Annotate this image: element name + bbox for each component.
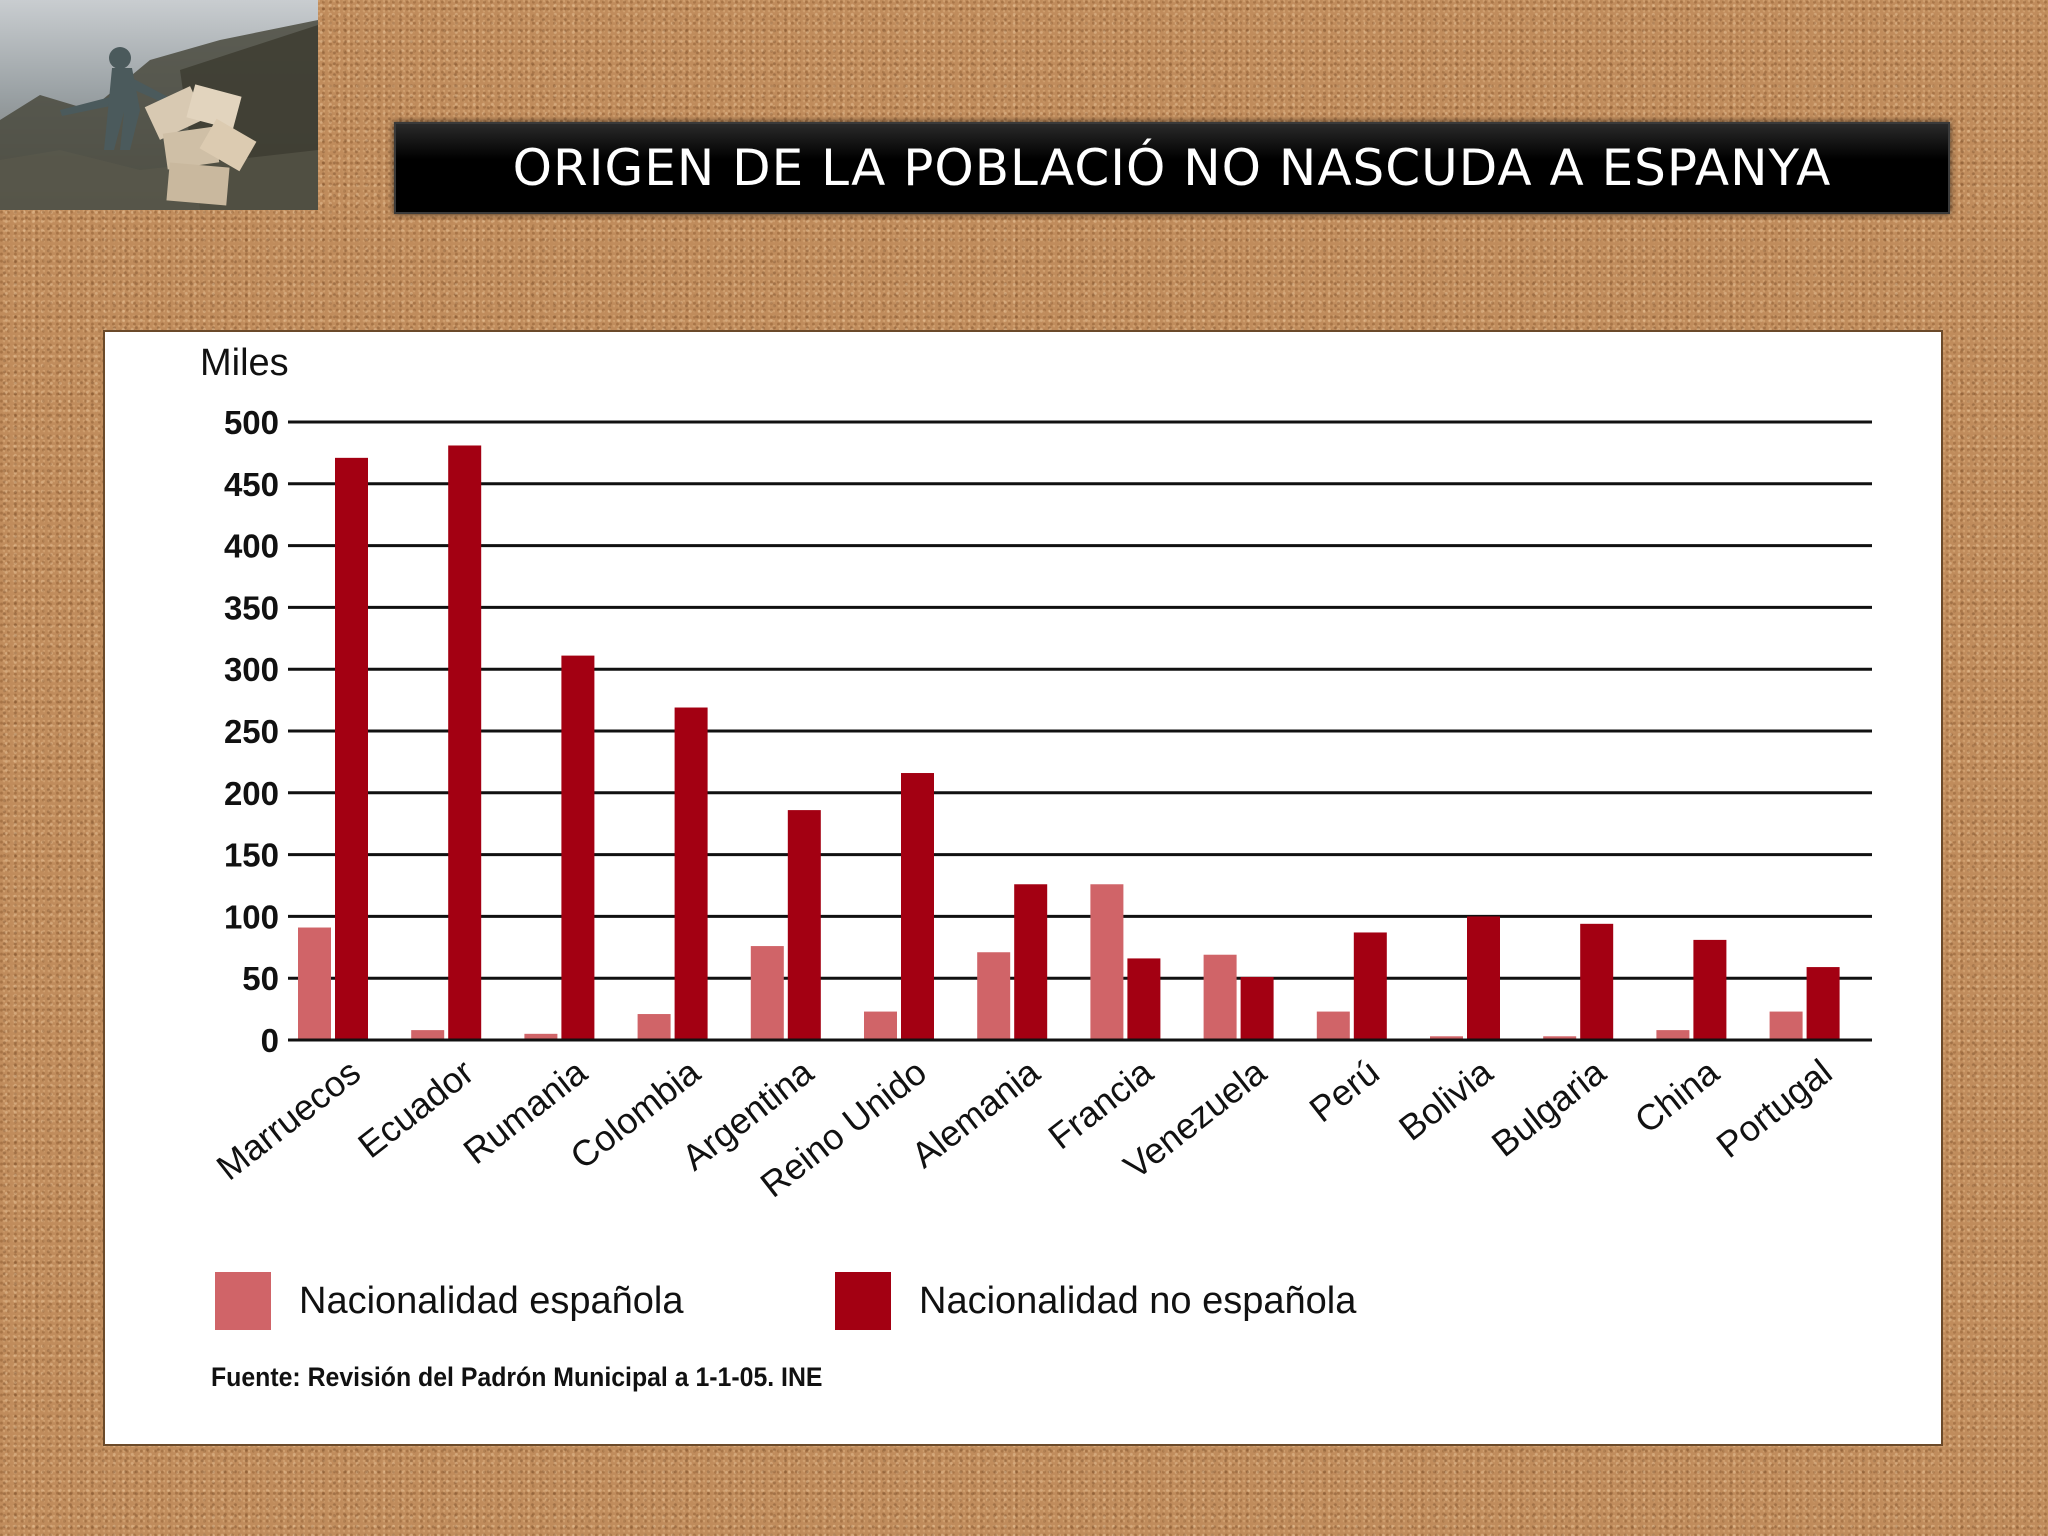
bar-spanish: [750, 946, 784, 1040]
chart-panel: Miles 0 50 100 150 200 250 300 350 400 450 500 Marru…: [103, 330, 1943, 1446]
legend-item-non-spanish: Nacionalidad no española: [835, 1272, 1356, 1330]
y-tick-label: 350: [224, 589, 279, 626]
y-tick-label: 100: [224, 898, 279, 935]
x-tick-label: Alemania: [904, 1050, 1048, 1175]
x-tick-label: Perú: [1302, 1051, 1387, 1130]
bar-non-spanish: [561, 655, 595, 1040]
x-tick-label: China: [1627, 1050, 1727, 1141]
bar-non-spanish: [1467, 916, 1500, 1040]
bar-spanish: [864, 1011, 897, 1040]
chart-legend: Nacionalidad española Nacionalidad no es…: [105, 1272, 1941, 1342]
legend-item-spanish: Nacionalidad española: [215, 1272, 684, 1330]
bar-spanish: [1430, 1036, 1463, 1040]
chart-source-note: Fuente: Revisión del Padrón Municipal a …: [211, 1362, 823, 1392]
bar-non-spanish: [1580, 923, 1614, 1040]
statue-photo-illustration: [0, 20, 318, 210]
bar-spanish: [411, 1030, 445, 1040]
legend-label-non-spanish: Nacionalidad no española: [919, 1279, 1357, 1322]
y-tick-label: 450: [224, 466, 279, 503]
bar-non-spanish: [787, 810, 821, 1040]
y-tick-label: 150: [224, 837, 279, 874]
bar-non-spanish: [335, 457, 368, 1040]
bar-non-spanish: [1353, 932, 1387, 1040]
bar-non-spanish: [1127, 958, 1161, 1040]
bar-spanish: [298, 927, 331, 1040]
bar-non-spanish: [1240, 976, 1274, 1040]
bar-non-spanish: [674, 707, 708, 1040]
bar-spanish: [1543, 1036, 1577, 1040]
x-tick-label: Marruecos: [209, 1051, 368, 1188]
y-tick-label: 200: [224, 775, 279, 812]
bar-spanish: [1203, 954, 1237, 1040]
bar-spanish: [1656, 1030, 1690, 1040]
bar-spanish: [1090, 884, 1124, 1040]
bar-non-spanish: [1806, 967, 1840, 1040]
y-tick-label: 0: [261, 1022, 279, 1059]
bar-spanish: [1316, 1011, 1350, 1040]
legend-swatch-spanish: [215, 1272, 271, 1330]
y-tick-label: 500: [224, 404, 279, 441]
legend-label-spanish: Nacionalidad española: [299, 1279, 684, 1322]
y-tick-label: 300: [224, 651, 279, 688]
bar-chart: Miles 0 50 100 150 200 250 300 350 400 450 500 Marru…: [200, 342, 1872, 1205]
bar-non-spanish: [1014, 884, 1048, 1040]
bar-spanish: [637, 1014, 671, 1040]
x-tick-label: Bulgaria: [1484, 1050, 1614, 1164]
bar-spanish: [977, 952, 1011, 1040]
statue-photo: [0, 0, 318, 210]
bar-non-spanish: [901, 773, 934, 1040]
bar-spanish: [1769, 1011, 1803, 1040]
legend-swatch-non-spanish: [835, 1272, 891, 1330]
slide-title-box: ORIGEN DE LA POBLACIÓ NO NASCUDA A ESPAN…: [394, 122, 1950, 214]
y-axis-label: Miles: [200, 342, 289, 384]
slide-title: ORIGEN DE LA POBLACIÓ NO NASCUDA A ESPAN…: [512, 139, 1832, 197]
y-tick-label: 250: [224, 713, 279, 750]
x-tick-label: Portugal: [1709, 1051, 1840, 1166]
y-tick-label: 50: [242, 960, 279, 997]
bar-spanish: [524, 1033, 558, 1040]
y-tick-label: 400: [224, 528, 279, 565]
bar-non-spanish: [448, 445, 482, 1040]
bar-non-spanish: [1693, 939, 1727, 1040]
